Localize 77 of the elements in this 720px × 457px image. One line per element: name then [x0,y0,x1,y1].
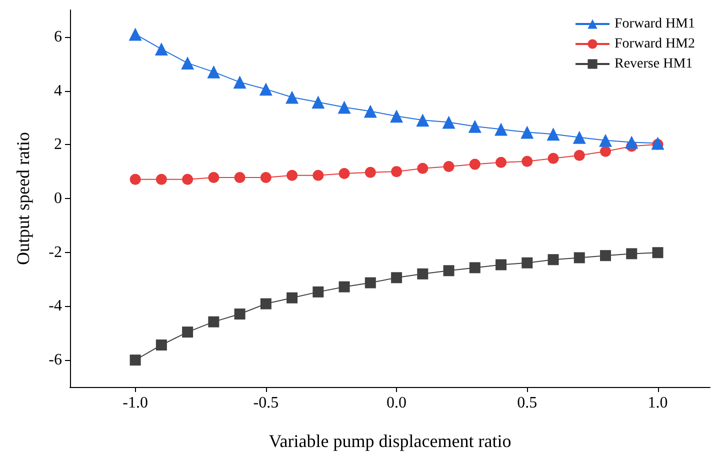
y-tick-label: -6 [48,352,62,369]
point [312,96,325,109]
point [522,257,533,268]
point [338,281,350,292]
point [208,172,220,183]
point [182,174,194,185]
point [496,259,507,270]
point [546,128,560,141]
point [652,247,664,258]
point [154,42,168,56]
point [233,76,246,89]
point [626,248,638,260]
point [260,172,272,183]
point [548,254,559,266]
point [416,114,430,127]
point [522,156,533,167]
point [128,28,142,41]
point [234,172,246,183]
point [156,339,167,350]
point [548,152,559,164]
point [417,268,428,280]
x-tick-label: 0.0 [386,394,407,412]
point [625,136,638,149]
point [391,272,402,284]
point [443,265,454,276]
point [574,150,585,161]
y-axis-title: Output speed ratio [13,132,33,265]
point [442,116,456,129]
y-tick-label: 0 [54,190,62,207]
point [494,122,508,136]
y-tick-label: 4 [54,82,62,100]
y-tick-label: -2 [48,244,62,261]
point [364,277,376,288]
x-axis-title: Variable pump displacement ratio [268,431,512,451]
point [208,316,220,328]
point [338,168,350,179]
legend-label: Forward HM1 [614,16,696,32]
point [234,308,246,320]
point [260,298,272,310]
point [364,104,377,118]
point [130,354,141,366]
point [312,170,324,181]
x-tick-label: -1.0 [122,394,148,412]
point [312,286,324,298]
point [207,65,220,78]
point [181,56,194,70]
y-tick-label: -4 [48,298,62,315]
point [496,156,507,168]
point [390,110,404,123]
point [572,130,586,144]
y-tick-label: 6 [54,28,62,46]
point [338,100,351,114]
point [600,250,612,262]
y-tick-label: 2 [54,136,62,154]
point [599,134,612,147]
point [469,158,480,170]
point [130,174,141,185]
point [364,166,376,178]
x-tick-label: -0.5 [253,394,279,412]
legend-label: Forward HM2 [614,36,696,52]
point [259,82,272,96]
point [286,292,298,304]
point [286,170,298,181]
point [182,326,194,338]
legend-label: Reverse HM1 [614,56,693,72]
point [520,126,534,139]
point [417,162,428,174]
point [574,252,585,264]
point [443,160,454,172]
point [600,146,612,157]
x-tick-label: 0.5 [517,394,538,412]
point [469,262,480,274]
point [156,174,167,185]
point [391,166,402,178]
point [468,120,482,133]
point [286,90,299,104]
x-tick-label: 1.0 [648,394,668,412]
